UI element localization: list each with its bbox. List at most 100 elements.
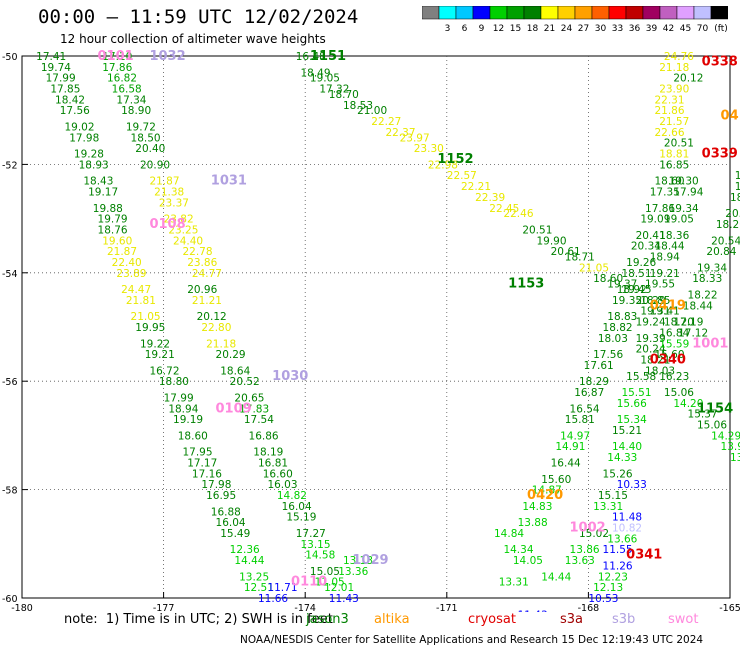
wave-height-label: 14.44	[541, 571, 571, 583]
wave-height-label: 23.82	[164, 214, 194, 226]
wave-height-label: 17.56	[60, 105, 90, 117]
wave-height-label: 17.86	[645, 203, 675, 215]
wave-height-label: 18.94	[168, 403, 198, 415]
wave-height-label: 17.17	[187, 458, 217, 470]
wave-height-label: 12.01	[324, 582, 354, 594]
pass-time-label: 0341	[626, 548, 662, 563]
wave-height-label: 11.71	[267, 582, 297, 594]
wave-height-label: 20.65	[234, 392, 264, 404]
wave-height-label: 16.54	[570, 403, 600, 415]
pass-time-label: 1154	[697, 401, 733, 416]
wave-height-label: 19.05	[310, 73, 340, 85]
wave-height-label: 15.06	[697, 420, 727, 432]
wave-height-label: 16.5	[735, 170, 740, 182]
pass-time-label: 0340	[650, 353, 686, 368]
pass-time-label: 1153	[508, 277, 544, 292]
wave-height-label: 11.55	[603, 544, 633, 556]
colorbar-label: 70	[697, 24, 709, 34]
chart-subtitle: 12 hour collection of altimeter wave hei…	[60, 32, 326, 46]
wave-height-label: 18.20	[716, 219, 740, 231]
wave-height-label: 22.78	[182, 246, 212, 258]
wave-height-label: 19.28	[74, 149, 104, 161]
wave-height-label: 22.45	[489, 203, 519, 215]
wave-height-label: 15.15	[598, 490, 628, 502]
wave-height-label: 18.90	[121, 105, 151, 117]
wave-height-label: 19.34	[669, 203, 699, 215]
wave-height-label: 18.93	[79, 159, 109, 171]
colorbar-label: 21	[544, 24, 555, 34]
wave-height-label: 19.19	[173, 414, 203, 426]
wave-height-label: 17.27	[296, 528, 326, 540]
wave-height-label: 15.02	[579, 528, 609, 540]
wave-height-label: 21.57	[659, 116, 689, 128]
pass-time-label: 0418	[721, 109, 740, 124]
wave-height-label: 20.29	[636, 295, 666, 307]
wave-height-label: 14.84	[494, 528, 524, 540]
wave-height-label: 13.86	[570, 544, 600, 556]
wave-height-label: 16.23	[659, 371, 689, 383]
pass-time-label: 0110	[291, 575, 327, 590]
wave-height-label: 14.20	[673, 398, 703, 410]
wave-height-label: 18.60	[593, 273, 623, 285]
colorbar-unit: (ft)	[714, 24, 728, 34]
wave-height-label: 19.55	[645, 279, 675, 291]
wave-height-label: 20.96	[187, 284, 217, 296]
pass-time-label: 1032	[149, 49, 185, 64]
wave-height-label: 17.86	[102, 62, 132, 74]
wave-height-label: 20.24	[636, 344, 666, 356]
colorbar-label: 30	[595, 24, 607, 34]
wave-height-label: 19.02	[64, 121, 94, 133]
wave-height-label: 22.80	[201, 322, 231, 334]
wave-height-label: 17.83	[239, 403, 269, 415]
wave-height-label: 11.66	[258, 593, 288, 605]
wave-height-label: 17.99	[164, 392, 194, 404]
colorbar-label: 36	[629, 24, 641, 34]
wave-height-label: 18.20	[664, 317, 694, 329]
wave-height-label: 15.60	[654, 349, 684, 361]
wave-height-label: 15.34	[617, 414, 647, 426]
wave-height-label: 11.26	[603, 560, 633, 572]
wave-height-label: 19.34	[697, 262, 727, 274]
wave-height-label: 18.36	[659, 230, 689, 242]
wave-height-label: 17.10	[102, 51, 132, 63]
pass-time-label: 0419	[650, 298, 686, 313]
colorbar-label: 33	[612, 24, 623, 34]
wave-height-label: 24.77	[192, 268, 222, 280]
x-tick-label: -171	[436, 603, 458, 612]
wave-height-label: 13.88	[518, 517, 548, 529]
wave-height-label: 18.76	[98, 224, 128, 236]
wave-height-label: 15.81	[565, 414, 595, 426]
wave-height-label: 21.18	[659, 62, 689, 74]
wave-height-label: 19.31	[640, 306, 670, 318]
wave-height-label: 19.30	[669, 176, 699, 188]
wave-height-label: 16.48	[296, 51, 326, 63]
wave-height-label: 17.34	[116, 94, 146, 106]
wave-height-label: 17.85	[50, 84, 80, 96]
wave-height-label: 22.31	[654, 94, 684, 106]
x-tick-label: -168	[578, 603, 600, 612]
wave-height-label: 13.95	[721, 441, 740, 453]
wave-height-label: 14.97	[560, 430, 590, 442]
wave-height-label: 12.36	[230, 544, 260, 556]
pass-time-label: 0109	[216, 401, 252, 416]
wave-height-label: 20.12	[197, 311, 227, 323]
wave-height-label: 22.40	[112, 257, 142, 269]
wave-height-label: 19.09	[640, 214, 670, 226]
x-tick-label: -177	[153, 603, 175, 612]
wave-height-label: 14.44	[234, 555, 264, 567]
wave-height-label: 17.32	[319, 84, 349, 96]
satellite-legend-s3a: s3a	[560, 612, 584, 627]
colorbar-label: 15	[510, 24, 521, 34]
x-tick-label: -180	[11, 603, 33, 612]
wave-height-label: 20.52	[230, 376, 260, 388]
wave-height-label: 16.84	[659, 327, 689, 339]
wave-height-label: 23.89	[116, 268, 146, 280]
wave-height-label: 20.29	[216, 349, 246, 361]
wave-height-label: 18.83	[607, 311, 637, 323]
wave-height-label: 10.82	[612, 523, 642, 535]
wave-height-label: 11.48	[612, 512, 642, 524]
wave-height-label: 21.38	[154, 187, 184, 199]
colorbar-label: 6	[462, 24, 468, 34]
wave-height-label: 13.95	[730, 452, 740, 464]
wave-height-label: 22.21	[461, 181, 491, 193]
